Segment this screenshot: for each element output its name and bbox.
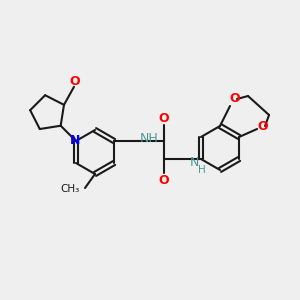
Text: O: O bbox=[159, 112, 170, 124]
Text: O: O bbox=[159, 173, 170, 187]
Text: N: N bbox=[190, 157, 200, 169]
Text: CH₃: CH₃ bbox=[61, 184, 80, 194]
Text: O: O bbox=[258, 121, 268, 134]
Text: N: N bbox=[70, 134, 80, 146]
Text: H: H bbox=[198, 165, 206, 175]
Text: O: O bbox=[70, 75, 80, 88]
Text: O: O bbox=[230, 92, 240, 104]
Text: NH: NH bbox=[140, 131, 159, 145]
